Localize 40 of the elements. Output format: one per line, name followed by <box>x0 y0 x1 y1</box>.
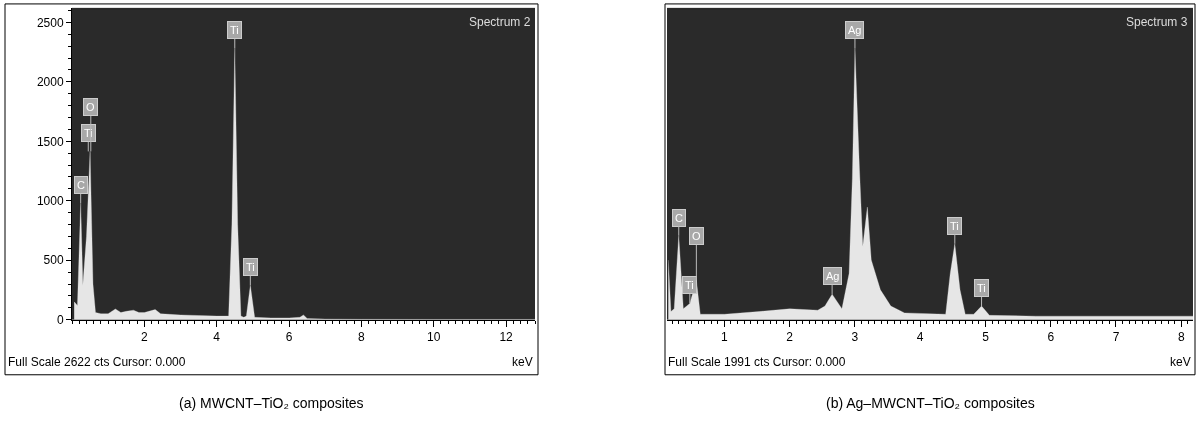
text: (b) Ag–MWCNT–TiO₂ composites <box>826 395 1035 411</box>
annotation: O <box>692 230 701 242</box>
x-tick-label: 8 <box>1177 330 1185 345</box>
y-tick-label: 2500 <box>36 15 64 30</box>
x-tick-label: 3 <box>851 330 859 345</box>
annotation: Ti <box>977 282 986 294</box>
text: Full Scale 2622 cts Cursor: 0.000 <box>8 355 186 369</box>
text: Spectrum 3 <box>1126 15 1188 29</box>
y-tick-label: 1000 <box>36 193 64 208</box>
annotation: Ag <box>826 270 840 282</box>
x-tick-label: 4 <box>916 330 924 345</box>
annotation: Ti <box>246 261 255 273</box>
x-tick-label: 6 <box>285 330 293 345</box>
annotation: C <box>77 179 85 191</box>
x-tick-label: 1 <box>721 330 729 345</box>
annotation: O <box>86 101 95 113</box>
x-tick-label: 5 <box>982 330 990 345</box>
x-axis-title: keV <box>512 355 533 369</box>
annotation: Ag <box>848 24 862 36</box>
x-tick-label: 2 <box>141 330 148 345</box>
x-tick-label: 7 <box>1112 330 1120 345</box>
x-tick-label: 6 <box>1047 330 1055 345</box>
x-tick-label: 8 <box>358 330 366 345</box>
annotation: Ti <box>84 127 93 139</box>
y-tick-label: 500 <box>43 253 64 268</box>
annotation: C <box>675 212 683 224</box>
x-axis-title: keV <box>1170 355 1191 369</box>
y-tick-label: 0 <box>56 312 64 327</box>
text: Full Scale 1991 cts Cursor: 0.000 <box>668 355 846 369</box>
x-tick-label: 4 <box>213 330 221 345</box>
y-tick-label: 2000 <box>36 75 64 90</box>
text: (a) MWCNT–TiO₂ composites <box>179 395 364 411</box>
annotation: Ti <box>230 24 239 36</box>
x-tick-label: 10 <box>427 330 441 345</box>
annotation: Spectrum 2 <box>469 15 531 29</box>
annotation: Ti <box>950 220 959 232</box>
annotation: Ti <box>685 279 694 291</box>
x-tick-label: 2 <box>786 330 794 345</box>
y-tick-label: 1500 <box>36 134 64 149</box>
x-tick-label: 12 <box>499 330 514 345</box>
